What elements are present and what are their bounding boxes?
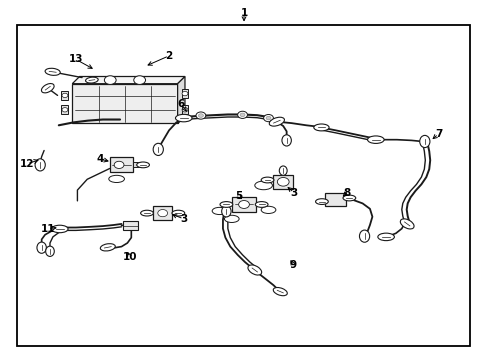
- Polygon shape: [73, 77, 185, 84]
- Text: 13: 13: [69, 54, 83, 64]
- Polygon shape: [110, 157, 133, 172]
- Ellipse shape: [378, 233, 394, 240]
- Circle shape: [158, 210, 168, 217]
- Ellipse shape: [255, 181, 272, 190]
- Polygon shape: [73, 84, 177, 123]
- Ellipse shape: [273, 288, 287, 296]
- Polygon shape: [133, 162, 141, 167]
- Polygon shape: [177, 77, 185, 123]
- Polygon shape: [153, 206, 172, 220]
- Ellipse shape: [100, 244, 115, 251]
- Ellipse shape: [220, 202, 233, 207]
- Circle shape: [182, 108, 188, 112]
- Polygon shape: [232, 197, 256, 212]
- Ellipse shape: [279, 166, 287, 175]
- Ellipse shape: [261, 206, 276, 213]
- Ellipse shape: [141, 210, 153, 216]
- Ellipse shape: [269, 117, 285, 126]
- Ellipse shape: [45, 68, 60, 75]
- Text: 3: 3: [291, 188, 297, 198]
- Circle shape: [277, 177, 289, 186]
- Ellipse shape: [400, 219, 414, 229]
- Ellipse shape: [51, 225, 68, 233]
- Text: 9: 9: [290, 260, 296, 270]
- Text: 8: 8: [343, 188, 350, 198]
- Polygon shape: [62, 105, 69, 114]
- Polygon shape: [181, 105, 188, 114]
- Ellipse shape: [46, 246, 54, 256]
- Ellipse shape: [137, 162, 149, 168]
- Text: 2: 2: [166, 51, 172, 61]
- Text: 3: 3: [180, 214, 187, 224]
- Ellipse shape: [172, 210, 185, 216]
- Text: 11: 11: [41, 224, 55, 234]
- Text: 12: 12: [20, 159, 34, 169]
- Text: 10: 10: [122, 252, 137, 262]
- Ellipse shape: [282, 135, 292, 146]
- Ellipse shape: [86, 77, 98, 83]
- Polygon shape: [62, 91, 69, 100]
- Text: 7: 7: [435, 129, 442, 139]
- Circle shape: [134, 76, 146, 85]
- Ellipse shape: [175, 114, 192, 122]
- Circle shape: [114, 161, 124, 168]
- Circle shape: [239, 201, 249, 208]
- Ellipse shape: [255, 202, 268, 207]
- Text: 1: 1: [241, 8, 247, 18]
- Circle shape: [264, 114, 273, 122]
- Circle shape: [182, 91, 188, 96]
- Text: 4: 4: [97, 154, 104, 164]
- Ellipse shape: [109, 175, 124, 183]
- Polygon shape: [181, 89, 188, 98]
- Ellipse shape: [360, 230, 369, 242]
- Ellipse shape: [42, 84, 54, 93]
- Ellipse shape: [261, 177, 274, 183]
- Circle shape: [196, 112, 206, 119]
- Ellipse shape: [224, 215, 239, 222]
- Ellipse shape: [368, 136, 384, 143]
- Ellipse shape: [420, 135, 430, 148]
- Circle shape: [104, 76, 116, 85]
- Circle shape: [62, 93, 68, 98]
- Bar: [17, 25, 470, 346]
- Circle shape: [266, 116, 271, 120]
- Circle shape: [238, 111, 247, 118]
- Ellipse shape: [316, 199, 328, 204]
- Polygon shape: [123, 221, 138, 230]
- Ellipse shape: [37, 242, 47, 253]
- Circle shape: [198, 114, 203, 117]
- Ellipse shape: [314, 124, 329, 131]
- Ellipse shape: [153, 143, 163, 156]
- Circle shape: [240, 113, 245, 117]
- Text: 5: 5: [236, 191, 243, 201]
- Polygon shape: [273, 175, 293, 189]
- Text: 6: 6: [178, 99, 185, 109]
- Ellipse shape: [35, 159, 45, 171]
- Ellipse shape: [248, 265, 262, 275]
- Ellipse shape: [343, 195, 356, 201]
- Circle shape: [62, 108, 68, 112]
- Ellipse shape: [221, 206, 231, 217]
- Polygon shape: [325, 193, 346, 206]
- Ellipse shape: [212, 207, 227, 215]
